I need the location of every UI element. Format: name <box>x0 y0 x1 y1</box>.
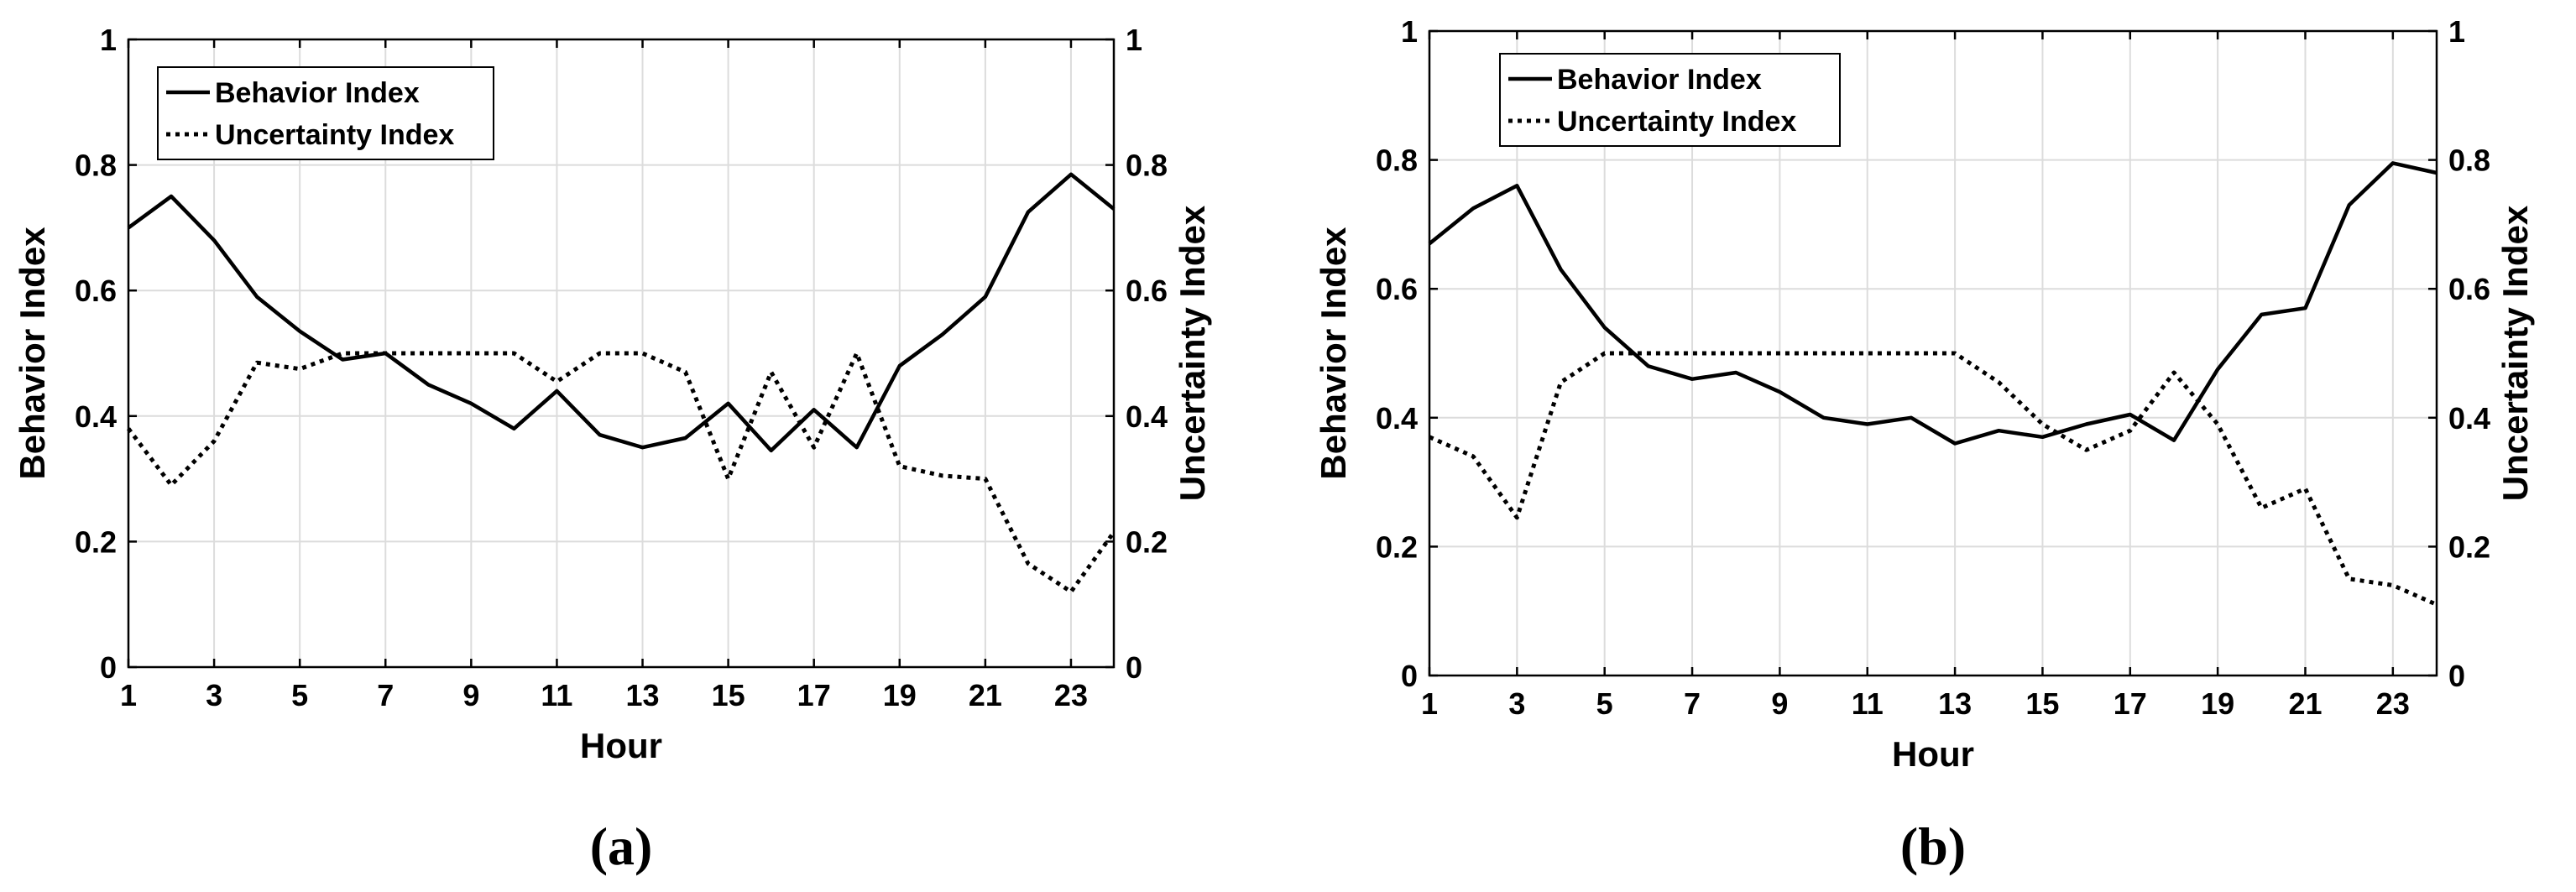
x-tick-label: 17 <box>2114 686 2147 721</box>
y2-tick-label: 0.2 <box>2448 529 2490 564</box>
y2-tick-label: 0 <box>2448 659 2465 693</box>
y2-tick-label: 0.6 <box>1126 274 1168 308</box>
chart-panel-b: 1 3 5 7 9 11 13 15 17 19 21 2300.20.40.60.8100.20.4… <box>1314 14 2535 876</box>
panel-label: (b) <box>1900 816 1966 876</box>
y-axis-title: Behavior Index <box>1314 227 1353 480</box>
x-tick-label: 13 <box>625 678 659 712</box>
x-tick-label: 21 <box>969 678 1002 712</box>
y-tick-label: 0.2 <box>75 524 117 559</box>
legend-entry: Behavior Index <box>215 77 420 109</box>
behavior-index-line <box>1428 161 2438 446</box>
y-tick-label: 0 <box>1401 659 1418 693</box>
y-tick-label: 0.8 <box>1376 143 1418 178</box>
x-tick-label: 5 <box>1596 686 1613 721</box>
x-axis-title: Hour <box>1892 734 1974 774</box>
x-tick-label: 1 <box>120 678 137 712</box>
legend-entry: Uncertainty Index <box>215 119 454 151</box>
chart-panel-a: 1 3 5 7 9 11 13 15 17 19 21 2300.20.40.60.8100.20.4… <box>13 23 1212 876</box>
y2-axis-title: Uncertainty Index <box>2495 205 2535 501</box>
x-tick-label: 23 <box>2376 686 2410 721</box>
plot-frame <box>1428 29 2438 677</box>
y-tick-label: 0.4 <box>1376 401 1418 436</box>
x-tick-label: 23 <box>1054 678 1088 712</box>
x-tick-label: 11 <box>1852 686 1884 721</box>
y2-tick-label: 1 <box>1126 23 1142 57</box>
x-tick-label: 3 <box>206 678 222 712</box>
y2-axis-title: Uncertainty Index <box>1173 205 1212 501</box>
x-tick-label: 9 <box>462 678 479 712</box>
legend-box <box>1499 53 1841 147</box>
y-tick-label: 0 <box>100 650 117 685</box>
x-tick-label: 21 <box>2288 686 2322 721</box>
y2-tick-label: 0 <box>1126 650 1142 685</box>
uncertainty-index-line <box>1428 351 2438 607</box>
x-tick-label: 7 <box>377 678 394 712</box>
y2-tick-label: 0.8 <box>2448 143 2490 178</box>
y-tick-label: 1 <box>1401 14 1418 49</box>
x-tick-label: 17 <box>797 678 831 712</box>
x-tick-label: 3 <box>1508 686 1525 721</box>
y-axis-title: Behavior Index <box>13 227 52 480</box>
x-tick-label: 19 <box>2201 686 2234 721</box>
legend: Behavior Index Uncertainty Index <box>157 66 494 160</box>
x-tick-label: 15 <box>712 678 745 712</box>
y-tick-label: 0.6 <box>75 274 117 308</box>
behavior-index-line <box>127 172 1116 453</box>
y-tick-label: 0.6 <box>1376 272 1418 306</box>
y2-tick-label: 1 <box>2448 14 2465 49</box>
legend-box <box>157 66 494 160</box>
x-tick-label: 5 <box>291 678 308 712</box>
x-tick-label: 15 <box>2025 686 2059 721</box>
y2-tick-label: 0.4 <box>1126 399 1168 434</box>
y-tick-label: 0.8 <box>75 149 117 183</box>
y-tick-label: 0.4 <box>75 399 117 434</box>
legend: Behavior Index Uncertainty Index <box>1499 53 1841 147</box>
y2-tick-label: 0.2 <box>1126 524 1168 559</box>
plot-frame <box>127 38 1116 669</box>
x-axis-title: Hour <box>580 726 662 765</box>
x-tick-label: 9 <box>1771 686 1788 721</box>
y-tick-label: 1 <box>100 23 117 57</box>
panel-label: (a) <box>590 816 653 876</box>
x-tick-label: 19 <box>883 678 917 712</box>
legend-entry: Behavior Index <box>1557 64 1762 96</box>
y-tick-label: 0.2 <box>1376 529 1418 564</box>
y2-tick-label: 0.4 <box>2448 401 2490 436</box>
y2-tick-label: 0.8 <box>1126 149 1168 183</box>
x-tick-label: 7 <box>1684 686 1701 721</box>
legend-entry: Uncertainty Index <box>1557 106 1796 138</box>
uncertainty-index-line <box>127 351 1116 594</box>
x-tick-label: 13 <box>1938 686 1972 721</box>
x-tick-label: 1 <box>1421 686 1438 721</box>
x-tick-label: 11 <box>541 678 572 712</box>
y2-tick-label: 0.6 <box>2448 272 2490 306</box>
